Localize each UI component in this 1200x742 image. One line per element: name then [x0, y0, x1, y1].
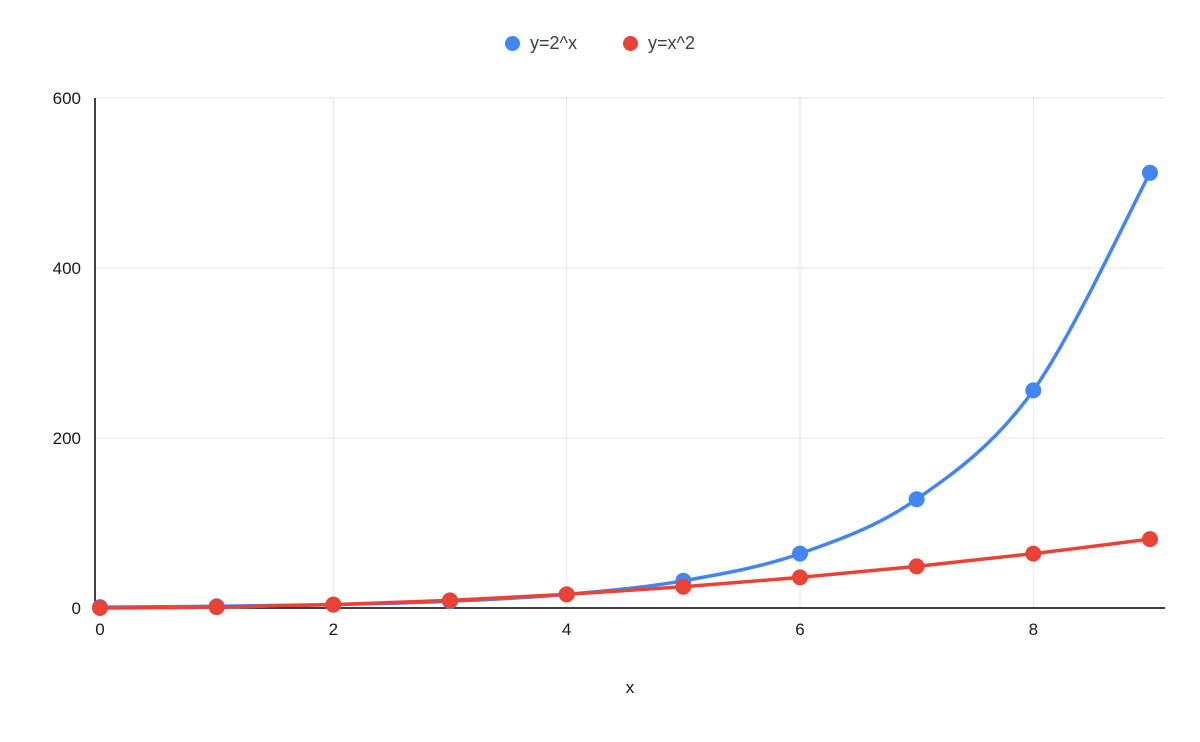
x-tick-label: 6 — [795, 620, 804, 639]
series-point-1 — [208, 599, 225, 616]
series-point-1 — [1025, 545, 1042, 562]
legend-label: y=x^2 — [648, 33, 695, 53]
series-point-1 — [1142, 531, 1158, 548]
legend-item-y-2-pow-x: y=2^x — [505, 33, 577, 54]
series-point-1 — [908, 558, 925, 575]
series-line-0 — [98, 171, 1152, 609]
legend-marker-icon — [505, 36, 521, 51]
series-line-1 — [98, 537, 1152, 610]
series-point-0 — [792, 545, 808, 562]
legend-item-y-x-squared: y=x^2 — [623, 33, 695, 54]
series-point-1 — [442, 592, 458, 609]
series-point-1 — [325, 596, 342, 613]
x-tick-label: 4 — [562, 620, 571, 639]
legend-marker-icon — [623, 36, 638, 51]
y-tick-label: 0 — [72, 599, 81, 618]
x-tick-label: 2 — [329, 620, 338, 639]
y-tick-label: 400 — [53, 259, 81, 278]
y-tick-label: 200 — [53, 429, 81, 448]
series-point-1 — [92, 600, 108, 616]
y-tick-label: 600 — [53, 89, 81, 108]
legend-label: y=2^x — [530, 33, 577, 53]
series-point-1 — [792, 569, 808, 586]
x-axis-title: x — [625, 678, 635, 697]
series-point-0 — [908, 491, 925, 508]
series-point-0 — [1142, 164, 1158, 181]
series-point-1 — [675, 578, 692, 595]
chart-legend: y=2^x y=x^2 — [0, 33, 1200, 54]
series-point-1 — [558, 586, 575, 603]
x-tick-label: 0 — [95, 620, 104, 639]
series-point-0 — [1025, 382, 1042, 399]
x-tick-label: 8 — [1029, 620, 1038, 639]
